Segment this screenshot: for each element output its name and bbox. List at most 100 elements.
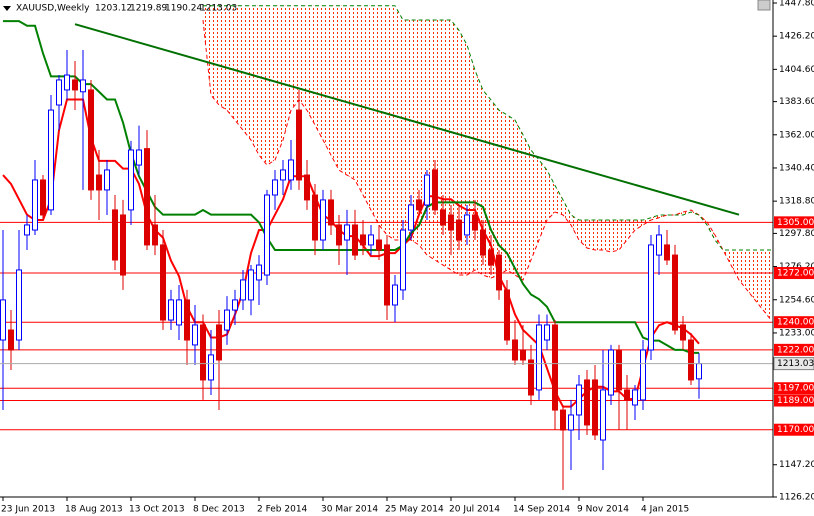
candle-body (536, 324, 542, 391)
candle-body (320, 199, 326, 241)
y-tick-label: 1404.60 (779, 65, 814, 75)
candle-body (80, 79, 86, 93)
level-label: 1240.00 (777, 318, 814, 328)
candle-body (224, 309, 230, 331)
candle-body (640, 349, 646, 401)
y-tick-label: 1447.80 (779, 0, 814, 8)
candle-body (544, 324, 550, 341)
cloud-span-a (202, 19, 772, 321)
candle-body (288, 159, 294, 181)
candle-body (88, 89, 94, 191)
candle-body (688, 339, 694, 381)
candle-body (608, 349, 614, 396)
candle-body (392, 284, 398, 306)
level-label: 1197.00 (777, 384, 814, 394)
candle-body (624, 389, 630, 401)
candle-body (16, 269, 22, 341)
candle-body (296, 109, 302, 181)
candle-body (312, 194, 318, 241)
menu-arrow[interactable] (3, 6, 11, 11)
candle-body (632, 389, 638, 406)
indicator-line (3, 20, 699, 354)
level-label: 1170.00 (777, 425, 814, 435)
candle-body (584, 379, 590, 426)
chart-icon[interactable] (757, 0, 771, 11)
candle-body (8, 329, 14, 351)
level-label-box (774, 343, 814, 356)
y-tick-label: 1340.40 (779, 163, 814, 173)
candle-body (256, 264, 262, 281)
candle-body (424, 174, 430, 206)
candle-body (552, 324, 558, 411)
candle-body (96, 174, 102, 191)
candle-body (232, 299, 238, 311)
candle-body (240, 279, 246, 301)
y-tick-label: 1297.80 (779, 229, 814, 239)
candle-body (136, 149, 142, 166)
candle-body (680, 324, 686, 341)
candle-body (504, 289, 510, 341)
candle-body (184, 299, 190, 341)
candle-body (40, 179, 46, 216)
candle-body (280, 169, 286, 181)
candle-body (376, 239, 382, 251)
candle-body (272, 179, 278, 196)
candle-body (208, 354, 214, 381)
candle-body (576, 384, 582, 416)
candle-body (248, 269, 254, 301)
candle-body (344, 224, 350, 241)
price-label: 1213.03 (777, 359, 814, 369)
candle-body (664, 244, 670, 261)
candle-body (304, 174, 310, 201)
candle-body (416, 199, 422, 211)
y-tick-label: 1147.20 (779, 460, 814, 470)
x-tick-label: 4 Jan 2015 (641, 505, 689, 515)
candle-body (112, 209, 118, 261)
level-label: 1222.00 (777, 345, 814, 355)
y-tick-label: 1318.80 (779, 197, 814, 207)
indicator-line (2, 98, 700, 408)
candle-body (648, 244, 654, 351)
ohlc-close: 1213.03 (200, 4, 237, 14)
level-label: 1272.00 (777, 269, 814, 279)
chart-title: XAUUSD,Weekly (16, 4, 90, 14)
candle-body (72, 79, 78, 91)
candle-body (64, 74, 70, 91)
x-tick-label: 30 Mar 2014 (321, 505, 378, 515)
ohlc-low: 1190.24 (165, 4, 202, 14)
candle-body (592, 379, 598, 436)
candle-body (216, 324, 222, 361)
candle-body (192, 324, 198, 346)
candle-body (200, 324, 206, 381)
candle-body (400, 229, 406, 291)
candle-body (464, 214, 470, 236)
price-label-box (773, 357, 814, 371)
candle-body (120, 214, 126, 276)
candle-body (448, 214, 454, 231)
candle-body (368, 234, 374, 246)
candle-body (56, 79, 62, 106)
candle-body (352, 224, 358, 256)
ohlc-high: 1219.89 (130, 4, 167, 14)
level-label-box (774, 423, 814, 436)
candle-body (264, 194, 270, 276)
level-label-box (774, 267, 814, 280)
candle-body (152, 224, 158, 246)
y-tick-label: 1362.00 (779, 130, 814, 140)
candle-body (168, 299, 174, 321)
x-tick-label: 25 May 2014 (385, 505, 444, 515)
y-tick-label: 1426.20 (779, 32, 814, 42)
candle-body (32, 179, 38, 231)
x-tick-label: 23 Jun 2013 (1, 505, 55, 515)
candle-body (456, 219, 462, 241)
candle-body (512, 339, 518, 361)
x-tick-label: 9 Nov 2014 (577, 505, 629, 515)
level-label: 1305.00 (777, 218, 814, 228)
candle-body (672, 254, 678, 331)
y-tick-label: 1233.00 (779, 328, 814, 338)
trendline (74, 23, 740, 216)
candle-body (160, 244, 166, 321)
candle-body (104, 169, 110, 191)
ohlc-open: 1203.12 (95, 4, 132, 14)
candle-body (488, 249, 494, 266)
